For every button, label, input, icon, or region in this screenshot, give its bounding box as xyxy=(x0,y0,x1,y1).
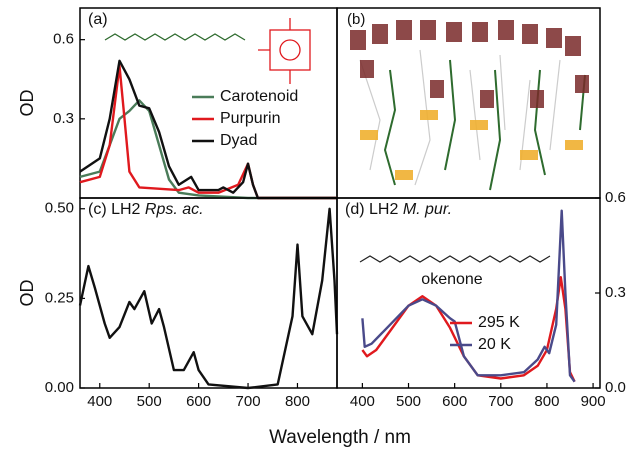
panel-label: (b) xyxy=(347,11,365,28)
panel-label: (a) xyxy=(88,11,108,28)
y-tick-label: 0.25 xyxy=(45,289,74,306)
x-axis-label: Wavelength / nm xyxy=(269,427,411,448)
panel-label: (d) LH2 M. pur. xyxy=(345,201,452,218)
carotenoid-structure xyxy=(104,33,246,41)
y2-tick-label: 0.6 xyxy=(605,189,626,206)
spectrum-line xyxy=(78,207,339,390)
x-tick-label: 400 xyxy=(87,393,112,410)
x-tick-label: 600 xyxy=(442,393,467,410)
x-tick-label: 700 xyxy=(236,393,261,410)
purpurin-structure xyxy=(258,18,311,84)
species-name: Rps. ac. xyxy=(145,201,204,218)
x-tick-label: 700 xyxy=(488,393,513,410)
y2-tick-label: 0.0 xyxy=(605,379,626,396)
legend-label: Dyad xyxy=(220,132,257,149)
legend-label: 20 K xyxy=(478,336,511,353)
panel-label-text: (c) LH2 xyxy=(88,201,141,218)
y-axis-label: OD xyxy=(17,279,37,306)
legend-label: 295 K xyxy=(478,314,520,331)
y-tick-label: 0.3 xyxy=(53,110,74,127)
spectrum-line xyxy=(79,59,337,200)
y-tick-label: 0.6 xyxy=(53,31,74,48)
y2-tick-label: 0.3 xyxy=(605,284,626,301)
x-tick-label: 600 xyxy=(186,393,211,410)
y-axis-label: OD xyxy=(17,89,37,116)
x-tick-label: 500 xyxy=(137,393,162,410)
x-tick-label: 400 xyxy=(350,393,375,410)
y-tick-label: 0.00 xyxy=(45,379,74,396)
panel-label-text: (d) LH2 xyxy=(345,201,398,218)
molecular-image xyxy=(350,20,589,191)
annotation: okenone xyxy=(421,271,482,288)
okenone-structure xyxy=(359,255,551,263)
spectrum-line xyxy=(79,64,337,200)
spectrum-line xyxy=(79,99,337,200)
x-tick-label: 900 xyxy=(581,393,606,410)
x-tick-label: 800 xyxy=(285,393,310,410)
species-name: M. pur. xyxy=(403,201,452,218)
panel-label-text: (a) xyxy=(88,11,108,28)
x-tick-label: 500 xyxy=(396,393,421,410)
legend-label: Purpurin xyxy=(220,110,280,127)
panel-label: (c) LH2 Rps. ac. xyxy=(88,201,204,218)
spectrum-line xyxy=(361,209,576,383)
y-tick-label: 0.50 xyxy=(45,200,74,217)
x-tick-label: 800 xyxy=(534,393,559,410)
panel-frame xyxy=(79,197,338,389)
spectrum-line xyxy=(361,276,576,383)
legend-label: Carotenoid xyxy=(220,88,298,105)
